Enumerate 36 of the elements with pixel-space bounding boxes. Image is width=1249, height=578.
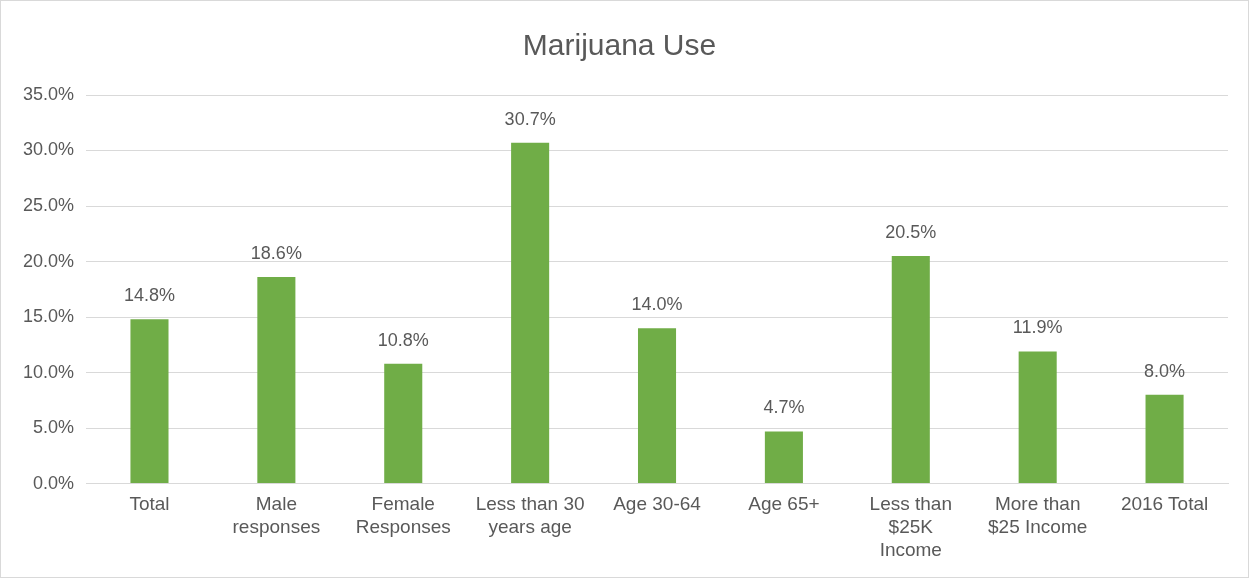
y-tick-label: 30.0%: [22, 139, 75, 160]
x-tick-label: Age 65+: [748, 493, 820, 515]
y-tick-label: 35.0%: [22, 83, 75, 104]
x-tick-label: Less than 30 years age: [475, 493, 585, 538]
bar: [384, 363, 423, 484]
data-label: 14.8%: [123, 285, 175, 306]
chart-title: Marijuana Use: [522, 28, 717, 62]
x-tick-label: Total: [129, 493, 170, 515]
data-label: 10.8%: [377, 329, 429, 350]
x-tick-label: Less than $25K Income: [869, 493, 952, 560]
y-tick-label: 10.0%: [22, 361, 75, 382]
bar: [1018, 351, 1057, 484]
x-tick-label: 2016 Total: [1120, 493, 1209, 515]
bar: [257, 277, 296, 484]
data-label: 4.7%: [763, 397, 805, 418]
data-label: 30.7%: [504, 108, 556, 129]
y-tick-label: 5.0%: [33, 417, 75, 438]
bar: [637, 328, 677, 484]
bar: [764, 431, 803, 484]
bar: [1145, 394, 1184, 484]
x-tick-label: More than $25 Income: [988, 493, 1088, 538]
bar: [891, 255, 930, 484]
data-label: 8.0%: [1144, 360, 1186, 381]
bar: [130, 319, 169, 484]
data-label: 20.5%: [885, 221, 937, 242]
y-tick-label: 25.0%: [22, 195, 75, 215]
x-tick-label: Male responses: [232, 493, 321, 538]
data-label: 14.0%: [631, 294, 683, 315]
y-tick-label: 20.0%: [22, 250, 75, 271]
x-tick-label: Age 30-64: [613, 493, 702, 515]
y-tick-label: 0.0%: [33, 472, 75, 493]
bar: [511, 142, 550, 484]
x-tick-label: Female Responses: [355, 493, 451, 538]
data-label: 18.6%: [250, 243, 302, 264]
y-tick-label: 15.0%: [22, 306, 75, 327]
data-label: 11.9%: [1012, 317, 1063, 338]
